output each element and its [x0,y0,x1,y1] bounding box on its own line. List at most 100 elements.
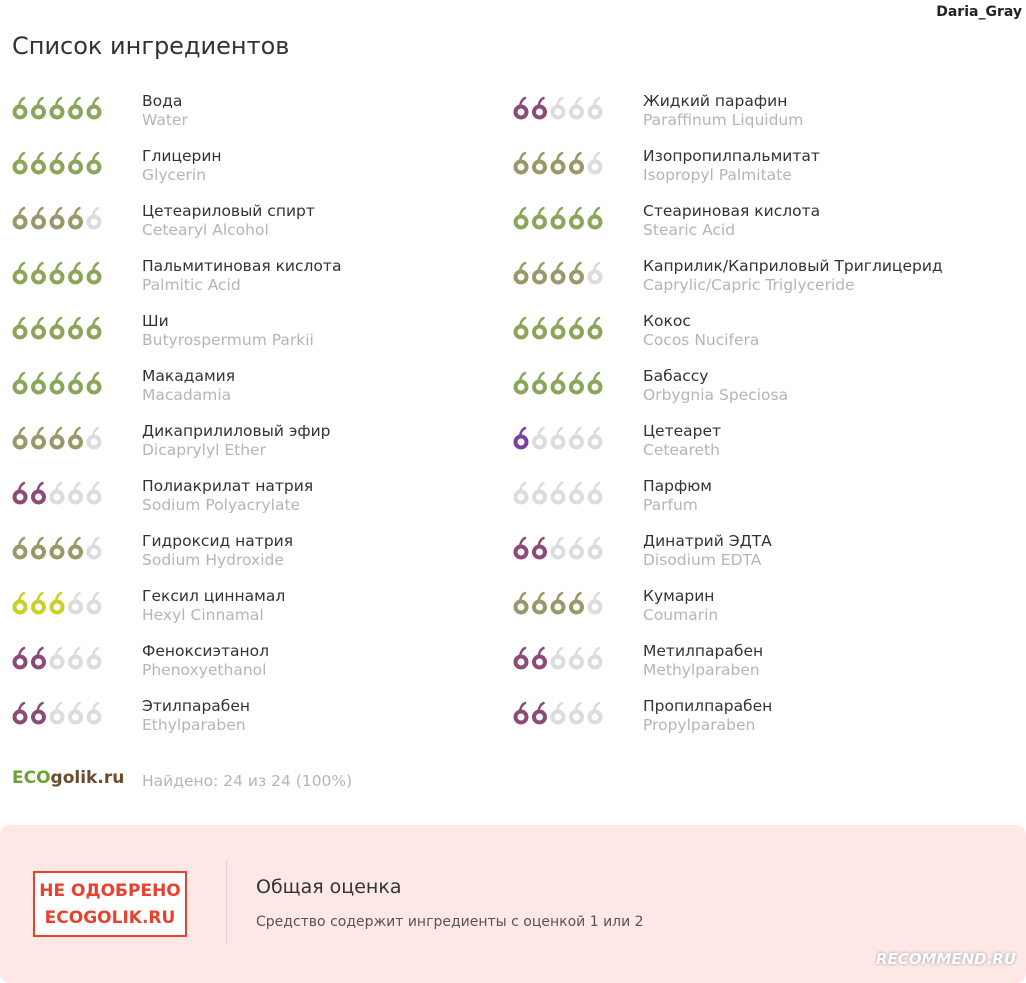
icon-ring [31,214,46,230]
rating-icon [587,151,603,175]
rating-icon [569,316,584,340]
icon-ring [31,489,46,505]
rating-icons [513,426,603,450]
icon-stem [17,151,26,163]
ingredient-latin: Isopropyl Palmitate [643,166,792,184]
icon-ring [569,599,584,615]
icon-stem [555,481,564,493]
icon-ring [532,159,547,175]
rating-icon [49,536,65,560]
icon-ring [86,434,102,450]
ingredient-name: Бабассу [643,367,709,385]
rating-icon [49,591,65,615]
icon-ring [68,379,83,395]
icon-stem [537,316,545,328]
icon-stem [555,646,564,658]
rating-icon [513,646,529,670]
rating-icon [550,316,566,340]
icon-ring [68,214,83,230]
icon-stem [91,426,100,438]
ingredient-name: Динатрий ЭДТА [643,532,772,550]
rating-icon [86,206,102,230]
icon-ring [12,544,28,560]
rating-icon [532,316,547,340]
icon-ring [68,269,83,285]
icon-stem [555,316,564,328]
rating-icons [12,481,102,505]
ingredient-name: Парфюм [643,477,712,495]
ingredient-latin: Phenoxyethanol [142,661,267,679]
icon-stem [91,371,100,383]
icon-ring [587,544,603,560]
icon-stem [36,646,44,658]
ingredient-latin: Propylparaben [643,716,756,734]
icon-stem [518,371,527,383]
watermark: RECOMMEND.RU [875,950,1016,968]
icon-ring [12,434,28,450]
rating-icon [532,481,547,505]
icon-stem [518,646,527,658]
icon-ring [49,654,65,670]
badge-line: НЕ ОДОБРЕНО [39,881,181,901]
rating-icon [587,316,603,340]
rating-icon [86,536,102,560]
icon-stem [36,316,44,328]
ingredient-latin: Water [142,111,188,129]
ingredient-latin: Palmitic Acid [142,276,241,294]
icon-stem [17,646,26,658]
rating-icon [49,96,65,120]
icon-ring [532,544,547,560]
icon-ring [86,324,102,340]
rating-icon [12,371,28,395]
rating-icons [513,481,603,505]
ingredient-name: Кумарин [643,587,715,605]
icon-stem [592,206,601,218]
icon-ring [513,654,529,670]
icon-stem [54,96,63,108]
ingredient-latin: Methylparaben [643,661,760,679]
icon-ring [49,324,65,340]
icon-stem [555,151,564,163]
ingredient-name: Полиакрилат натрия [142,477,314,495]
ingredient-latin: Dicaprylyl Ether [142,441,266,459]
icon-stem [555,371,564,383]
icon-stem [537,261,545,273]
rating-icon [532,96,547,120]
rating-icon [513,316,529,340]
icon-ring [550,379,566,395]
icon-ring [569,324,584,340]
icon-ring [550,214,566,230]
icon-stem [91,646,100,658]
rating-icon [513,591,529,615]
rating-icon [587,536,603,560]
icon-ring [49,434,65,450]
icon-stem [17,96,26,108]
icon-ring [569,654,584,670]
ingredient-name: Дикаприлиловый эфир [142,422,331,440]
icon-stem [91,206,100,218]
rating-icons [513,591,603,615]
icon-stem [574,151,582,163]
icon-ring [532,489,547,505]
rating-icon [68,316,83,340]
rating-icon [86,426,102,450]
rating-icon [587,96,603,120]
icon-ring [532,269,547,285]
icon-ring [532,324,547,340]
rating-icon [86,591,102,615]
ingredient-name: Вода [142,92,183,110]
icon-stem [73,206,81,218]
icon-ring [569,269,584,285]
rating-icon [31,371,46,395]
icon-stem [91,316,100,328]
icon-ring [86,709,102,725]
icon-ring [569,544,584,560]
ingredient-name: Цетеариловый спирт [142,202,315,220]
rating-icon [12,426,28,450]
rating-icon [550,151,566,175]
icon-stem [36,96,44,108]
icon-ring [550,599,566,615]
icon-stem [17,536,26,548]
icon-ring [513,159,529,175]
rating-icon [569,426,584,450]
